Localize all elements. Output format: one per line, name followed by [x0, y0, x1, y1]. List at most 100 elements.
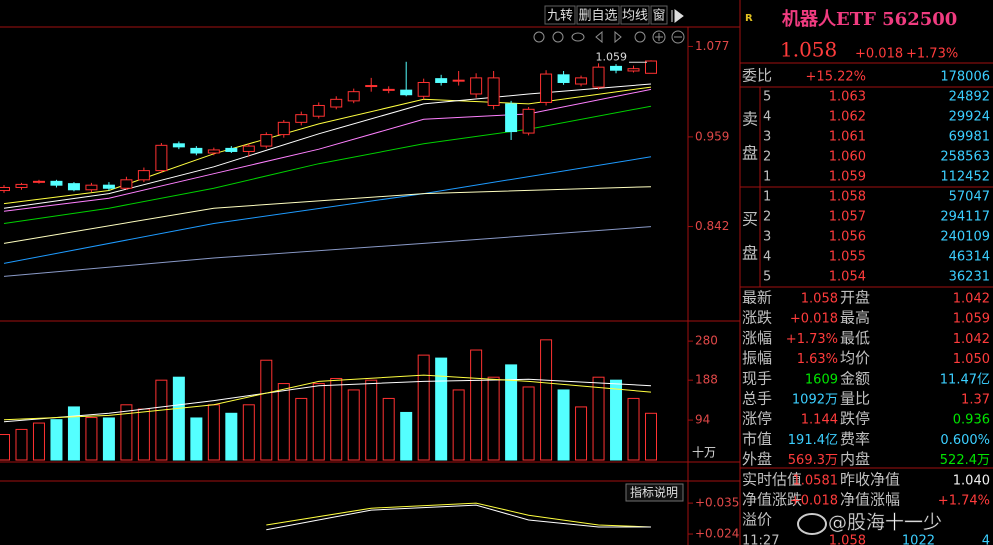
left-icon[interactable]: [595, 30, 603, 44]
volume-bar: [540, 339, 553, 461]
indicator-button-label[interactable]: 指标说明: [630, 485, 678, 500]
stat-value: 1.0581: [793, 473, 839, 488]
y-tick-label: +0.035: [695, 496, 739, 510]
stat-value: 1.040: [953, 473, 990, 488]
stat-value: 11.47亿: [940, 372, 990, 387]
candle-body: [102, 184, 115, 189]
candle-body: [487, 77, 500, 106]
indicator-button[interactable]: [625, 483, 684, 502]
volume-bar: [190, 417, 203, 461]
stat-label: 开盘: [840, 289, 870, 307]
stat-label: 振幅: [742, 349, 772, 367]
y-tick-label: 0.842: [695, 219, 729, 233]
candle-body: [610, 65, 623, 71]
stat-value: 522.4万: [940, 453, 990, 468]
level: 5: [763, 90, 771, 105]
volume-bar: [277, 383, 290, 461]
candle-body: [0, 186, 10, 192]
volume-average-line: [3, 374, 652, 421]
candle-body: [452, 79, 465, 82]
toolbar-button-label[interactable]: 九转: [547, 9, 573, 24]
level-price: 1.057: [829, 210, 866, 225]
level: 4: [763, 110, 771, 125]
level-volume: 240109: [940, 230, 990, 245]
right-icon[interactable]: [614, 30, 622, 44]
stat-value: 1.144: [801, 413, 838, 428]
candle-body: [557, 74, 570, 83]
volume-bar: [487, 376, 500, 461]
candle-body: [120, 179, 133, 189]
candle-body: [365, 85, 378, 88]
volume-bar: [0, 434, 10, 461]
stat-value: +1.73%: [786, 332, 838, 347]
stat-label: 费率: [840, 430, 870, 448]
candle-body: [32, 180, 45, 183]
stat-label: 跌停: [840, 410, 870, 428]
stat-label: 总手: [742, 390, 772, 408]
candle-body: [435, 78, 448, 83]
eye-icon[interactable]: [571, 32, 585, 42]
candle-body: [155, 144, 168, 172]
volume-bar: [505, 364, 518, 461]
toolbar-button-label[interactable]: 删自选: [578, 9, 617, 24]
indicator-line: [266, 504, 651, 531]
y-tick-label: +0.024: [695, 527, 739, 541]
candle-body: [347, 91, 360, 102]
level: 2: [763, 210, 771, 225]
candle-body: [172, 143, 185, 148]
toolbar-button[interactable]: [650, 5, 668, 25]
level: 3: [763, 130, 771, 145]
stat-value: +0.018: [790, 494, 838, 509]
toolbar-button[interactable]: [576, 5, 620, 25]
stat-label: 净值涨跌: [742, 491, 802, 509]
zoom-out-icon[interactable]: [671, 30, 685, 44]
settings-icon[interactable]: [533, 31, 545, 43]
toolbar-button[interactable]: [544, 5, 576, 25]
level: 1: [763, 170, 771, 185]
stat-label: 均价: [840, 349, 870, 367]
candle-body: [67, 183, 80, 191]
y-tick-label: 188: [695, 373, 718, 387]
security-title: 机器人ETF 562500: [782, 9, 957, 30]
candle-body: [645, 60, 657, 74]
volume-bar: [50, 419, 63, 461]
stat-value: 1.059: [953, 312, 990, 327]
zoom-in-icon[interactable]: [652, 30, 666, 44]
volume-bar: [610, 379, 623, 461]
volume-bar: [435, 357, 448, 461]
last-price: 1.058: [780, 38, 837, 62]
level: 3: [763, 230, 771, 245]
volume-bar: [557, 389, 570, 461]
level-volume: 258563: [940, 150, 990, 165]
stat-label: 最新: [742, 289, 772, 307]
icon[interactable]: [552, 31, 564, 43]
candle-body: [207, 149, 220, 154]
level: 5: [763, 270, 771, 285]
max-label: 1.059: [596, 50, 628, 63]
toolbar-button[interactable]: [620, 5, 650, 25]
toolbar-button-label[interactable]: 窗: [652, 8, 665, 24]
candle-body: [400, 89, 413, 96]
level-price: 1.058: [829, 190, 866, 205]
level: 4: [763, 250, 771, 265]
stat-label: 实时估值: [742, 470, 802, 488]
volume-bar: [85, 417, 98, 461]
collapse-icon[interactable]: [671, 9, 684, 23]
stat-label: 市值: [742, 430, 772, 448]
last-trade: 1022: [902, 534, 935, 545]
level: 1: [763, 190, 771, 205]
candle-body: [295, 114, 308, 123]
volume-bar: [172, 376, 185, 461]
candle-body: [260, 134, 273, 147]
icon[interactable]: [634, 31, 646, 43]
volume-bar: [260, 359, 273, 461]
toolbar-button-label[interactable]: 均线: [622, 9, 648, 24]
side-label: 买: [742, 210, 758, 229]
candle-body: [540, 73, 553, 103]
candle-body: [470, 77, 483, 95]
moving-average-line: [3, 156, 652, 264]
stat-label: 溢价: [742, 511, 772, 529]
zoom-in-icon: [655, 33, 663, 41]
level: 2: [763, 150, 771, 165]
volume-bar: [575, 406, 588, 461]
